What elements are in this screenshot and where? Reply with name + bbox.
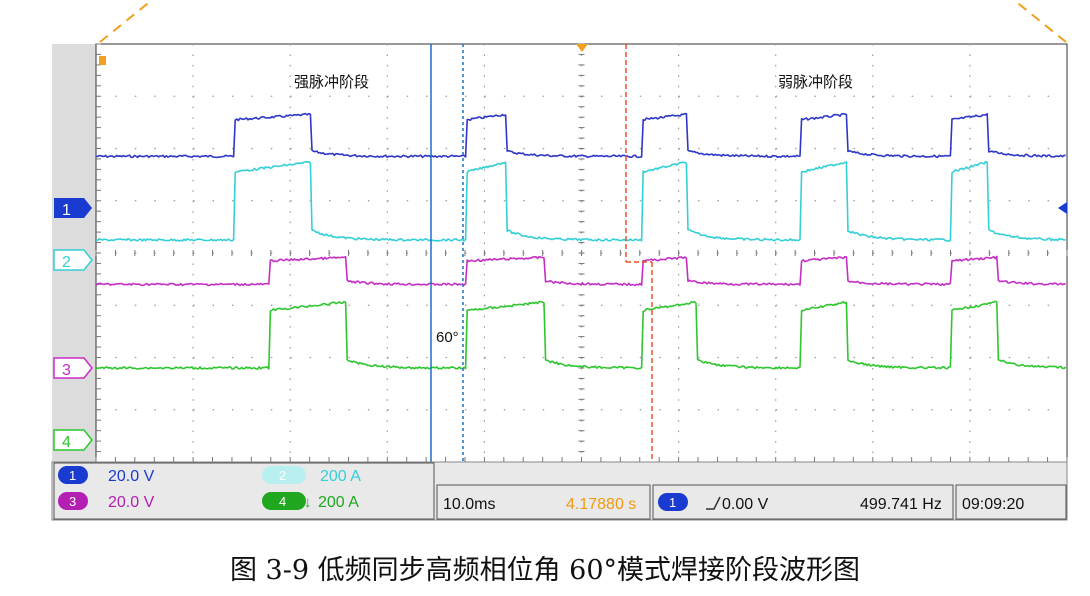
trace-ch4 (95, 300, 1067, 370)
svg-text:4: 4 (62, 434, 71, 451)
trigger-box[interactable] (652, 484, 954, 520)
svg-text:20.0 V: 20.0 V (108, 494, 155, 511)
ch2-scale[interactable]: 2 200 A (262, 466, 361, 485)
ch4-bw-limit-icon: ↓ (304, 494, 312, 511)
channel-scale-box (53, 462, 435, 520)
ch1-marker[interactable]: 1 (54, 198, 92, 219)
trigger-channel-badge (658, 493, 688, 511)
svg-text:200 A: 200 A (320, 468, 361, 485)
trace-ch3 (95, 255, 1066, 287)
svg-text:1: 1 (669, 495, 676, 510)
ch4-scale[interactable]: 4 ↓ 200 A (262, 492, 359, 511)
zoom-guide-left (99, 0, 153, 43)
trace-ch1 (95, 112, 1066, 159)
ch3-scale[interactable]: 3 20.0 V (58, 492, 155, 511)
svg-text:1: 1 (69, 468, 76, 483)
ch1-scale[interactable]: 1 20.0 V (58, 466, 155, 485)
angle-label: 60° (436, 329, 459, 346)
timebase-value: 10.0ms (443, 496, 495, 513)
trigger-level-value: 0.00 V (722, 496, 769, 513)
traces (95, 112, 1067, 370)
phase-label-weak: 弱脉冲阶段 (778, 74, 853, 91)
svg-text:3: 3 (69, 494, 76, 509)
ch1-right-arrow-icon (1058, 202, 1067, 214)
zoom-guide-right (1013, 0, 1067, 43)
phase-label-strong: 强脉冲阶段 (294, 74, 369, 91)
svg-text:20.0 V: 20.0 V (108, 468, 155, 485)
frequency-value: 499.741 Hz (860, 496, 942, 513)
oscilloscope-screen: 强脉冲阶段 弱脉冲阶段 60° 1 2 3 4 1 20.0 V 2 200 A… (51, 0, 1068, 521)
clock-box (955, 484, 1067, 520)
rising-edge-icon (706, 496, 721, 510)
ch3-marker[interactable]: 3 (53, 357, 93, 379)
ch4-marker[interactable]: 4 (53, 429, 93, 451)
trigger-position-marker[interactable] (576, 44, 588, 52)
figure-caption: 图 3-9 低频同步高频相位角 60°模式焊接阶段波形图 (229, 555, 861, 586)
ch2-marker[interactable]: 2 (53, 249, 93, 271)
svg-text:3: 3 (62, 362, 71, 379)
svg-text:2: 2 (279, 468, 286, 483)
trace-ch2 (95, 160, 1066, 242)
svg-text:1: 1 (62, 202, 71, 219)
trace-origin-marker (99, 56, 106, 65)
svg-text:4: 4 (279, 494, 286, 509)
svg-text:2: 2 (62, 254, 71, 271)
timebase-box[interactable] (436, 484, 651, 520)
trigger-time-value: 4.17880 s (566, 496, 636, 513)
clock-value: 09:09:20 (962, 496, 1024, 513)
svg-text:200 A: 200 A (318, 494, 359, 511)
